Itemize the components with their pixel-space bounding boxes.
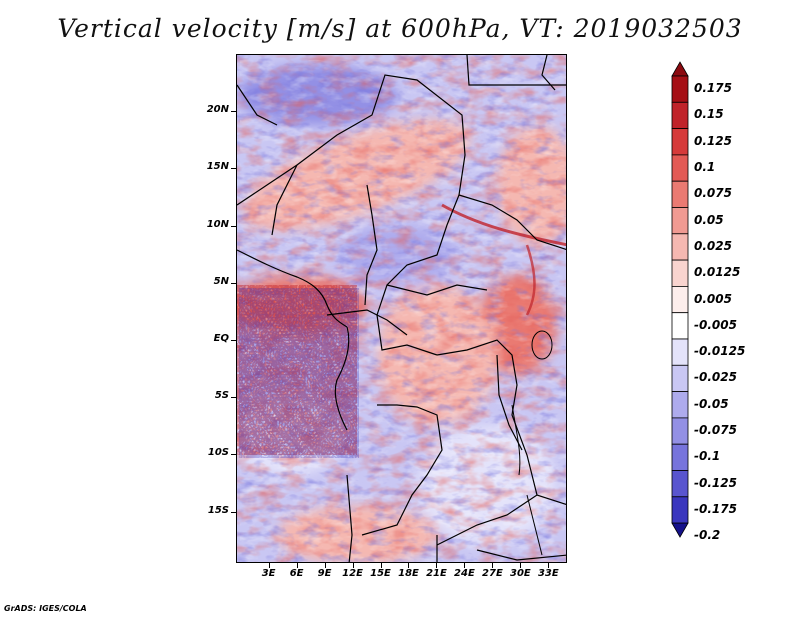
colorbar-top-arrow — [671, 61, 689, 77]
lon-tick — [436, 563, 438, 568]
colorbar-box — [671, 154, 689, 182]
lon-tick — [464, 563, 466, 568]
lat-tick-label: 10N — [206, 218, 229, 230]
lon-tick — [296, 563, 298, 568]
lon-tick-label: 27E — [482, 568, 503, 579]
lon-tick-label: 3E — [261, 568, 276, 579]
lon-tick-label: 6E — [289, 568, 304, 579]
colorbar-box — [671, 233, 689, 261]
lat-tick-label: 20N — [206, 104, 229, 116]
lakes — [511, 330, 553, 556]
grads-credit: GrADS: IGES/COLA — [4, 604, 87, 613]
colorbar-label: -0.05 — [694, 396, 729, 411]
colorbar-box — [671, 312, 689, 340]
lat-tick — [231, 111, 236, 113]
colorbar-label: 0.1 — [694, 160, 716, 175]
lat-tick — [231, 225, 236, 227]
lat-tick-label: 15N — [206, 161, 229, 173]
lon-tick-label: 12E — [342, 568, 363, 579]
colorbar-label: 0.025 — [694, 238, 732, 253]
colorbar-label: 0.125 — [694, 133, 732, 148]
lon-tick-label: 9E — [317, 568, 332, 579]
lon-tick — [548, 563, 550, 568]
lon-tick — [380, 563, 382, 568]
lat-tick-label: 15S — [207, 504, 229, 516]
colorbar-box — [671, 364, 689, 392]
colorbar-box — [671, 496, 689, 524]
lat-tick — [231, 339, 236, 341]
lon-tick — [324, 563, 326, 568]
colorbar-box — [671, 285, 689, 314]
map-title: Vertical velocity [m/s] at 600hPa, VT: 2… — [57, 14, 743, 43]
lon-tick-label: 21E — [426, 568, 447, 579]
lon-tick-label: 18E — [398, 568, 419, 579]
colorbar-box — [671, 128, 689, 156]
lat-tick-label: 5S — [214, 390, 229, 402]
lat-tick-label: 5N — [213, 275, 229, 287]
colorbar-box — [671, 207, 689, 235]
lon-tick — [352, 563, 354, 568]
colorbar-label: -0.125 — [694, 475, 737, 490]
colorbar-box — [671, 443, 689, 471]
velocity-map — [236, 54, 567, 563]
colorbar-label: 0.075 — [694, 186, 732, 201]
colorbar-label: -0.175 — [694, 501, 737, 516]
colorbar-bottom-arrow — [671, 522, 689, 538]
colorbar-label: -0.2 — [694, 528, 721, 543]
lat-tick-label: EQ — [213, 332, 229, 344]
colorbar-label: 0.05 — [694, 212, 724, 227]
lon-tick — [268, 563, 270, 568]
colorbar-label: -0.005 — [694, 317, 737, 332]
colorbar-box — [671, 101, 689, 130]
colorbar-label: -0.0125 — [694, 344, 746, 359]
colorbar-label: 0.175 — [694, 81, 732, 96]
colorbar-label: 0.0125 — [694, 265, 741, 280]
colorbar-box — [671, 391, 689, 419]
lat-tick — [231, 397, 236, 399]
lon-tick — [520, 563, 522, 568]
lon-tick-label: 33E — [537, 568, 559, 579]
map-borders — [237, 55, 566, 562]
colorbar-box — [671, 417, 689, 445]
lon-tick — [492, 563, 494, 568]
lon-tick-label: 15E — [370, 568, 391, 579]
lat-tick — [231, 511, 236, 513]
lon-tick-label: 24E — [454, 568, 475, 579]
colorbar-label: -0.1 — [694, 449, 721, 464]
colorbar-label: 0.005 — [694, 291, 732, 306]
colorbar-label: -0.025 — [694, 370, 737, 385]
lat-tick — [231, 168, 236, 170]
colorbar-box — [671, 338, 689, 366]
velocity-field — [237, 55, 566, 562]
colorbar-box — [671, 75, 689, 103]
colorbar-box — [671, 470, 689, 498]
lon-tick — [408, 563, 410, 568]
colorbar-label: 0.15 — [694, 107, 724, 122]
colorbar-box — [671, 259, 689, 287]
colorbar-label: -0.075 — [694, 423, 737, 438]
lat-tick — [231, 282, 236, 284]
lat-tick — [231, 454, 236, 456]
lon-tick-label: 30E — [510, 568, 531, 579]
colorbar-box — [671, 180, 689, 208]
lat-tick-label: 10S — [207, 447, 229, 459]
